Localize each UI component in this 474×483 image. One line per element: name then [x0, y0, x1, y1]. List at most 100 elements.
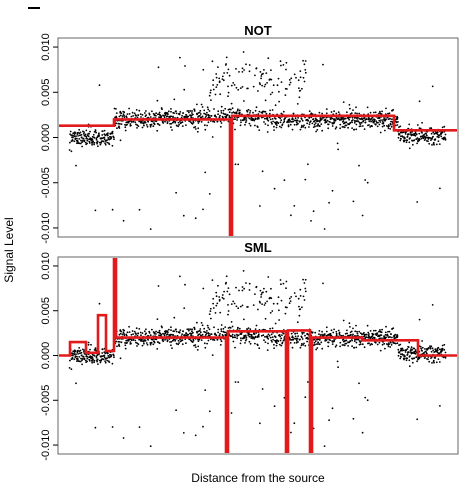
data-point	[238, 111, 241, 114]
data-point	[303, 80, 306, 83]
data-point	[110, 355, 113, 357]
data-point	[292, 112, 295, 115]
data-point	[285, 68, 287, 71]
data-point	[279, 60, 282, 63]
data-point	[202, 68, 205, 71]
data-point	[444, 133, 447, 136]
data-point	[234, 381, 237, 383]
data-point	[266, 300, 268, 303]
data-point	[397, 348, 400, 351]
data-point	[137, 332, 140, 335]
data-point	[207, 339, 210, 342]
data-point	[153, 331, 156, 334]
data-point	[249, 342, 252, 345]
data-point	[276, 124, 278, 126]
data-point	[173, 316, 176, 319]
data-point	[435, 361, 438, 364]
data-point	[231, 335, 233, 337]
data-point	[364, 121, 367, 124]
data-point	[106, 141, 109, 144]
data-point	[280, 112, 283, 115]
data-point	[196, 321, 198, 324]
data-point	[156, 348, 159, 350]
data-point	[304, 396, 307, 399]
data-point	[315, 130, 317, 133]
data-point	[199, 109, 202, 112]
data-point	[213, 326, 215, 329]
data-point	[405, 349, 408, 351]
data-point	[421, 340, 423, 342]
data-point	[217, 110, 220, 113]
data-point	[92, 133, 95, 136]
data-point	[241, 286, 244, 288]
data-point	[172, 116, 174, 118]
data-point	[196, 113, 199, 116]
data-point	[99, 143, 102, 146]
data-point	[111, 130, 114, 133]
data-point	[427, 140, 429, 143]
data-point	[241, 71, 244, 73]
data-point	[252, 304, 255, 306]
data-point	[359, 125, 362, 127]
data-point	[192, 339, 195, 342]
data-point	[361, 343, 364, 346]
data-point	[238, 109, 241, 112]
data-point	[334, 127, 337, 130]
data-point	[196, 103, 198, 106]
data-point	[215, 76, 218, 79]
data-point	[297, 117, 299, 119]
data-point	[242, 51, 245, 53]
data-point	[221, 296, 224, 299]
data-point	[72, 354, 74, 357]
data-point	[258, 82, 261, 84]
data-point	[177, 343, 180, 346]
data-point	[406, 357, 409, 360]
data-point	[293, 292, 296, 294]
data-point	[421, 132, 423, 134]
panel-title: NOT	[244, 23, 272, 38]
data-point	[104, 134, 107, 137]
data-point	[298, 87, 300, 89]
data-point	[408, 147, 411, 150]
data-point	[389, 336, 391, 338]
data-point	[330, 118, 332, 120]
data-point	[254, 328, 257, 330]
data-point	[307, 337, 310, 340]
data-point	[202, 425, 204, 428]
data-point	[423, 133, 425, 136]
data-point	[295, 341, 298, 344]
data-point	[429, 127, 431, 129]
data-point	[93, 361, 95, 364]
data-point	[218, 116, 221, 119]
data-point	[384, 334, 387, 336]
data-point	[267, 119, 270, 122]
data-point	[260, 293, 263, 296]
data-point	[204, 128, 207, 131]
data-point	[219, 114, 221, 117]
data-point	[350, 330, 353, 333]
data-point	[75, 353, 77, 355]
data-point	[150, 123, 153, 126]
data-point	[135, 327, 138, 330]
data-point	[219, 125, 222, 128]
data-point	[273, 405, 276, 408]
data-point	[208, 313, 211, 315]
data-point	[397, 136, 400, 139]
data-point	[295, 76, 297, 79]
data-point	[273, 347, 275, 349]
data-point	[331, 407, 334, 410]
data-point	[243, 100, 245, 102]
data-point	[425, 134, 428, 137]
data-point	[215, 295, 218, 298]
data-point	[118, 345, 121, 347]
data-point	[223, 290, 226, 293]
data-point	[278, 90, 280, 93]
data-point	[113, 356, 115, 359]
data-point	[122, 331, 125, 334]
data-point	[357, 338, 360, 341]
data-point	[143, 124, 145, 127]
data-point	[145, 114, 148, 116]
data-point	[148, 112, 151, 115]
data-point	[438, 143, 441, 146]
data-point	[238, 289, 240, 292]
